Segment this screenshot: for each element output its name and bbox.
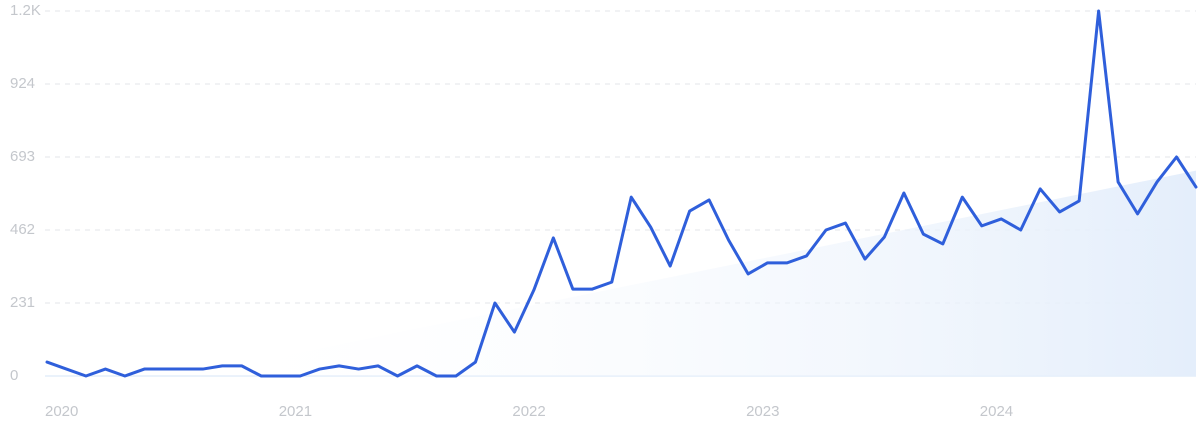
x-tick-label: 2022 (512, 403, 545, 420)
y-tick-label: 1.2K (10, 2, 41, 19)
series-line (45, 9, 1198, 378)
y-tick-label: 462 (10, 221, 35, 238)
x-tick-label: 2020 (45, 403, 78, 420)
y-tick-label: 0 (10, 367, 18, 384)
x-tick-label: 2023 (746, 403, 779, 420)
y-tick-label: 924 (10, 75, 35, 92)
y-tick-label: 693 (10, 148, 35, 165)
trend-area (183, 170, 1197, 376)
x-tick-label: 2021 (279, 403, 312, 420)
x-tick-label: 2024 (980, 403, 1013, 420)
y-tick-label: 231 (10, 294, 35, 311)
